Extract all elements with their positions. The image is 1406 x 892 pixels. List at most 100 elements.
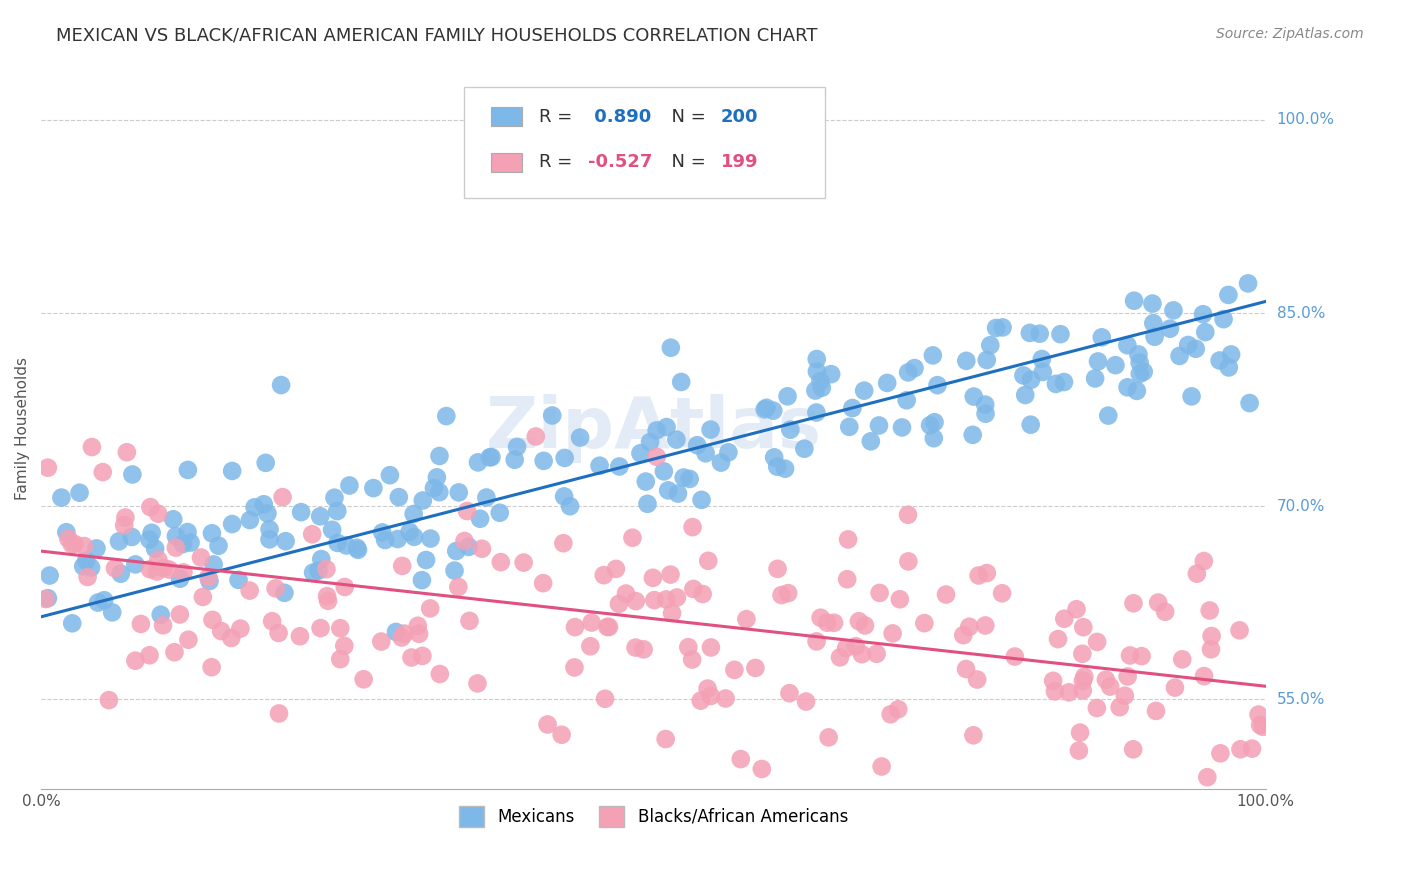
Point — [550, 728, 572, 742]
Point — [1069, 725, 1091, 739]
Point — [329, 621, 352, 635]
Point — [308, 564, 330, 578]
Point — [139, 500, 162, 515]
Point — [138, 648, 160, 663]
Point — [1251, 720, 1274, 734]
Point — [97, 693, 120, 707]
Point — [169, 572, 191, 586]
Point — [1114, 689, 1136, 703]
Point — [714, 691, 737, 706]
Point — [793, 442, 815, 456]
Point — [681, 652, 703, 666]
Point — [148, 507, 170, 521]
Point — [1194, 325, 1216, 339]
Point — [828, 650, 851, 665]
Point — [1122, 742, 1144, 756]
Point — [652, 464, 675, 478]
Point — [887, 702, 910, 716]
Point — [665, 433, 688, 447]
Point — [974, 407, 997, 421]
Point — [1019, 417, 1042, 432]
Point — [891, 420, 914, 434]
Point — [962, 427, 984, 442]
Point — [1147, 596, 1170, 610]
Point — [806, 405, 828, 419]
Point — [219, 631, 242, 645]
Point — [689, 694, 711, 708]
Point — [1066, 602, 1088, 616]
Point — [1123, 293, 1146, 308]
Point — [766, 459, 789, 474]
Point — [335, 539, 357, 553]
Point — [654, 732, 676, 747]
Point — [1180, 389, 1202, 403]
Point — [1247, 707, 1270, 722]
Point — [524, 429, 547, 443]
Point — [859, 434, 882, 449]
Point — [657, 483, 679, 498]
Point — [91, 465, 114, 479]
Point — [254, 456, 277, 470]
Point — [80, 440, 103, 454]
Point — [696, 681, 718, 696]
Point — [773, 461, 796, 475]
Point — [427, 485, 450, 500]
Point — [391, 558, 413, 573]
Point — [1129, 356, 1152, 370]
Point — [1130, 649, 1153, 664]
Point — [763, 450, 786, 465]
Point — [1143, 330, 1166, 344]
Point — [311, 552, 333, 566]
Point — [593, 691, 616, 706]
Point — [1049, 327, 1071, 342]
Point — [207, 539, 229, 553]
Point — [976, 566, 998, 580]
Point — [810, 374, 832, 388]
Point — [326, 504, 349, 518]
Point — [262, 614, 284, 628]
Point — [329, 652, 352, 666]
Point — [1168, 349, 1191, 363]
Point — [558, 500, 581, 514]
Point — [598, 620, 620, 634]
Point — [1028, 326, 1050, 341]
Point — [730, 752, 752, 766]
Point — [1053, 375, 1076, 389]
Point — [239, 583, 262, 598]
Point — [201, 660, 224, 674]
Point — [630, 446, 652, 460]
Point — [533, 454, 555, 468]
Point — [553, 490, 575, 504]
Point — [655, 420, 678, 434]
Point — [387, 532, 409, 546]
Point — [1018, 326, 1040, 340]
Point — [1019, 373, 1042, 387]
Point — [889, 592, 911, 607]
Point — [837, 572, 859, 586]
Text: 0.890: 0.890 — [589, 108, 652, 126]
Point — [1159, 321, 1181, 335]
Point — [1053, 612, 1076, 626]
Point — [321, 523, 343, 537]
Point — [243, 500, 266, 515]
Point — [991, 586, 1014, 600]
Point — [202, 558, 225, 572]
Point — [581, 615, 603, 630]
Point — [638, 435, 661, 450]
Point — [815, 615, 838, 630]
Point — [841, 401, 863, 415]
Point — [475, 491, 498, 505]
Point — [1084, 371, 1107, 385]
Point — [1192, 554, 1215, 568]
Point — [952, 628, 974, 642]
Point — [806, 634, 828, 648]
Point — [1249, 718, 1271, 732]
Point — [86, 541, 108, 556]
Point — [1108, 700, 1130, 714]
Point — [554, 450, 576, 465]
Point — [762, 403, 785, 417]
Point — [1129, 367, 1152, 381]
Point — [1057, 685, 1080, 699]
Point — [1012, 368, 1035, 383]
Point — [1163, 303, 1185, 318]
